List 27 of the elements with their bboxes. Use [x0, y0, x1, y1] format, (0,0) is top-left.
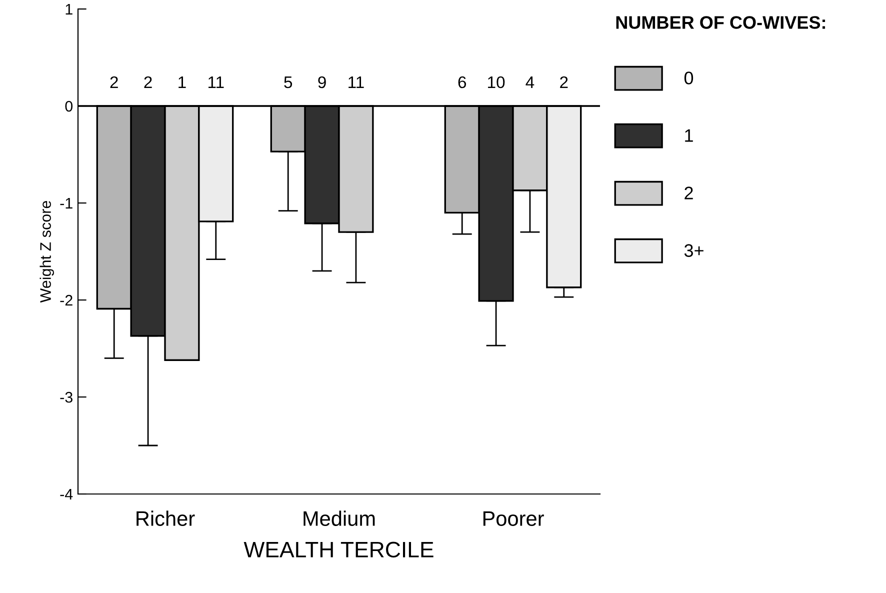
legend-title: NUMBER OF CO-WIVES:	[616, 16, 826, 29]
legend-label: 2	[684, 186, 693, 200]
annotation: 5	[284, 76, 292, 88]
annotation: 2	[560, 76, 568, 88]
annotation: 4	[526, 76, 534, 88]
x-tick-label: Richer	[136, 510, 195, 526]
y-axis-title: Weight Z score	[40, 200, 54, 303]
legend-label: 3+	[684, 244, 704, 257]
annotation: 9	[318, 76, 326, 88]
legend-label: 1	[685, 129, 693, 142]
annotation: 6	[458, 76, 466, 88]
x-axis-title: WEALTH TERCILE	[244, 542, 434, 558]
annotation: 1	[178, 76, 186, 88]
annotation: 11	[208, 76, 224, 88]
x-tick-label: Poorer	[483, 511, 544, 526]
y-tick-label: -4	[60, 489, 73, 500]
y-tick-label: -3	[60, 392, 72, 403]
y-tick-label: 1	[66, 4, 72, 15]
x-tick-label: Medium	[304, 510, 375, 526]
y-tick-label: -1	[60, 198, 72, 209]
annotation: 10	[488, 76, 505, 88]
y-tick-label: -2	[60, 294, 72, 306]
legend-label: 0	[684, 72, 694, 84]
annotation: 2	[144, 76, 152, 88]
annotation: 11	[348, 76, 364, 88]
y-tick-label: 0	[65, 100, 73, 112]
annotation: 2	[110, 76, 118, 88]
